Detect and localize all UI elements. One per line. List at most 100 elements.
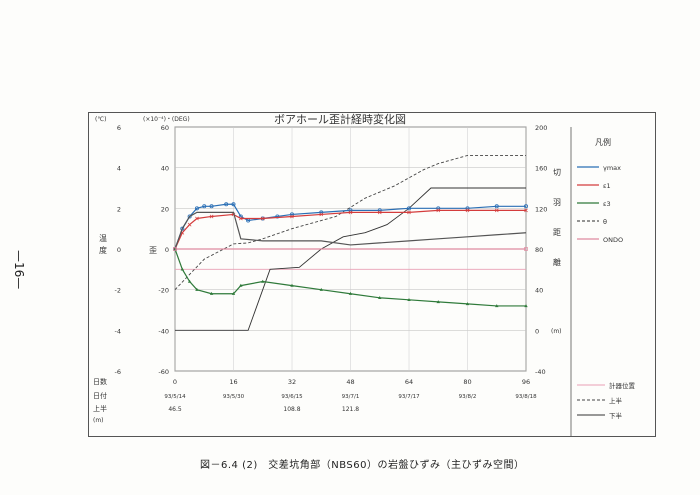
face-tick-label: -40 (535, 368, 546, 376)
temp-tick-label: 2 (117, 205, 121, 213)
face-legend-label: 計器位置 (609, 381, 636, 390)
x-tick-label: 64 (405, 378, 413, 386)
face-axis-label: 離 (553, 257, 561, 267)
page-number: —16— (12, 250, 26, 290)
data-point (436, 300, 440, 304)
data-point (209, 204, 214, 209)
strain-tick-label: 60 (161, 124, 169, 132)
data-point (260, 216, 265, 221)
row-label-days: 日数 (93, 377, 107, 386)
temp-tick-label: -4 (115, 327, 121, 335)
face-axis-unit: (m) (551, 328, 562, 335)
legend-label: ONDO (603, 236, 623, 244)
upper-half-value: 46.5 (168, 406, 182, 413)
data-point (239, 283, 243, 287)
face-line-upper (174, 155, 526, 290)
data-point (436, 208, 441, 213)
data-point (407, 298, 411, 302)
date-label: 93/7/17 (398, 394, 420, 400)
temp-axis-label: 温 (99, 234, 107, 243)
face-legend-label: 下半 (609, 411, 623, 420)
strain-axis-label: 歪 (149, 246, 157, 255)
x-tick-label: 80 (463, 378, 471, 386)
data-point (224, 202, 229, 207)
x-tick-label: 48 (346, 378, 354, 386)
data-point (465, 208, 470, 213)
row-label-unit: (m) (93, 417, 104, 424)
data-point (319, 287, 323, 291)
data-point (187, 222, 192, 227)
data-point (173, 247, 177, 251)
strain-tick-label: -40 (158, 327, 169, 335)
face-axis-label: 切 (553, 168, 561, 177)
temp-axis-label: 度 (99, 245, 107, 255)
x-tick-label: 32 (288, 378, 296, 386)
face-legend-label: 上半 (609, 396, 623, 405)
temp-tick-label: 6 (117, 124, 121, 132)
strain-tick-label: 40 (161, 165, 169, 173)
temp-tick-label: -2 (115, 287, 121, 295)
date-label: 93/5/30 (223, 394, 245, 400)
strain-tick-label: -20 (158, 287, 169, 295)
date-label: 93/8/2 (459, 394, 477, 400)
date-label: 93/6/15 (281, 394, 303, 400)
data-point (494, 208, 499, 213)
upper-half-value: 108.8 (283, 406, 300, 413)
temp-unit: (℃) (95, 116, 106, 123)
data-point (348, 210, 353, 215)
x-tick-label: 16 (229, 378, 237, 386)
data-point (180, 267, 185, 271)
data-point (231, 202, 236, 207)
strain-unit: (×10⁻⁴)・(DEG) (143, 116, 190, 123)
data-point (407, 210, 411, 215)
x-tick-label: 96 (522, 378, 530, 386)
face-axis-label: 距 (553, 228, 561, 237)
data-point (195, 216, 199, 221)
series-line-θ (174, 211, 527, 250)
figure-caption: 図－6.4 (2) 交差坑角部（NBS60）の岩盤ひずみ（主ひずみ空間） (200, 460, 525, 471)
strain-tick-label: 20 (161, 205, 169, 213)
strain-tick-label: 0 (165, 246, 169, 254)
data-point (524, 247, 528, 251)
data-point (348, 291, 353, 295)
temp-tick-label: -6 (115, 368, 121, 376)
legend-label: θ (603, 218, 607, 226)
legend-label: ε1 (603, 182, 611, 190)
data-point (187, 214, 192, 219)
face-tick-label: 160 (535, 165, 547, 173)
data-point (194, 206, 199, 211)
row-label-upper: 上半 (93, 404, 107, 413)
data-point (465, 302, 470, 306)
date-label: 93/5/14 (164, 394, 186, 400)
data-point (495, 304, 499, 308)
face-line-lower (175, 187, 526, 331)
data-point (261, 279, 265, 283)
data-point (231, 291, 236, 295)
face-tick-label: 120 (535, 205, 547, 213)
data-point (290, 283, 294, 287)
legend-title: 凡例 (595, 137, 611, 147)
data-point (406, 206, 411, 211)
data-point (195, 287, 199, 291)
temp-tick-label: 4 (117, 165, 121, 173)
data-point (209, 214, 214, 219)
data-point (187, 279, 192, 283)
strain-tick-label: -60 (158, 368, 169, 376)
face-tick-label: 0 (535, 327, 539, 335)
legend-label: γmax (603, 164, 621, 172)
data-point (377, 210, 382, 215)
chart-figure: ボアホール歪計経時変化図 6 60 200 4 40 160 2 20 120 0 0 80 -2 -20 4… (88, 112, 656, 437)
date-label: 93/7/1 (342, 394, 360, 400)
upper-half-value: 121.8 (342, 406, 359, 413)
data-point (524, 208, 528, 213)
data-point (290, 214, 294, 219)
date-label: 93/8/18 (515, 394, 537, 400)
data-point (523, 204, 528, 209)
face-tick-label: 200 (535, 124, 547, 132)
data-point (494, 204, 499, 209)
temp-tick-label: 0 (117, 246, 121, 254)
data-point (524, 304, 528, 308)
data-point (238, 216, 243, 221)
row-label-date: 日付 (93, 391, 107, 400)
